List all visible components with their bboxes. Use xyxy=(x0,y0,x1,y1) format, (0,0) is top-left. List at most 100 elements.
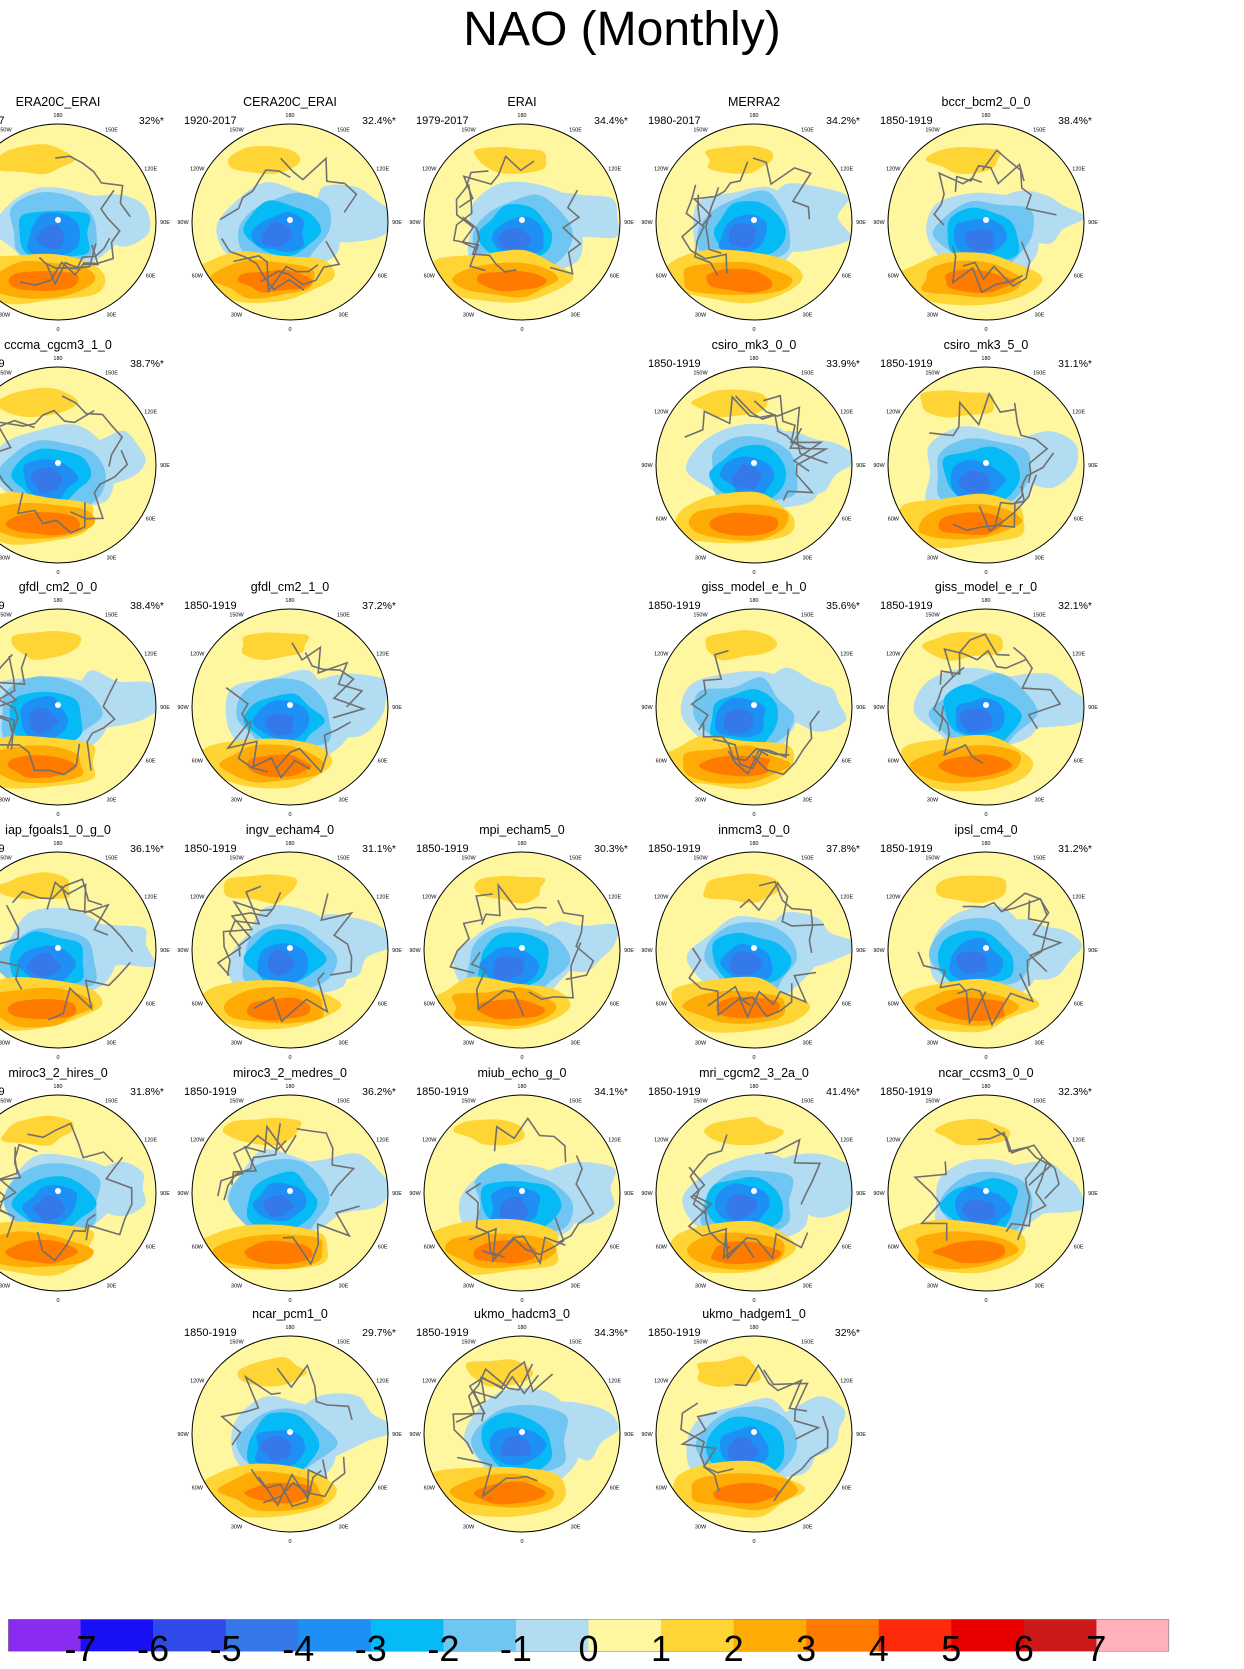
longitude-label: 90E xyxy=(1088,705,1098,711)
colorbar-tick-label: -1 xyxy=(499,1628,532,1669)
panel-giss_model_e_r_0: 180 150E 120E 90E 60E 30E 0 30W 60W 90W 120W 150W gi… xyxy=(870,580,1102,820)
coastline xyxy=(455,170,489,251)
coastline xyxy=(230,891,282,957)
longitude-label: 90W xyxy=(409,220,421,226)
longitude-label: 0 xyxy=(984,1055,987,1061)
coastline xyxy=(55,155,131,218)
colorbar-tick-label: -3 xyxy=(354,1628,387,1669)
colorbar-segment xyxy=(370,1619,444,1651)
panel-explained-variance: 35.6%* xyxy=(826,600,860,612)
longitude-label: 0 xyxy=(288,1539,291,1545)
coastline xyxy=(727,728,790,775)
panel-title: mpi_echam5_0 xyxy=(479,823,565,837)
longitude-label: 60W xyxy=(888,274,900,280)
panel-explained-variance: 33.9%* xyxy=(826,358,860,370)
panel-explained-variance: 30.3%* xyxy=(594,843,628,855)
longitude-label: 60E xyxy=(842,759,852,765)
longitude-label: 0 xyxy=(752,1055,755,1061)
pole-marker xyxy=(751,1188,757,1194)
panel-title: MERRA2 xyxy=(727,95,781,109)
longitude-label: 90E xyxy=(624,1191,634,1197)
longitude-label: 30W xyxy=(0,556,11,562)
longitude-label: 120W xyxy=(422,1138,437,1144)
coastline xyxy=(557,1155,595,1244)
panel-gfdl_cm2_0_0: 180150E120E90E60E30E030W60W90W120W150Wgf… xyxy=(0,580,174,820)
map-boundary xyxy=(423,1335,621,1533)
longitude-label: 90W xyxy=(177,705,189,711)
colorbar-tick-label: 2 xyxy=(723,1628,744,1669)
longitude-label: 0 xyxy=(56,570,59,576)
longitude-label: 90W xyxy=(873,1191,885,1197)
atlantic-positive-contour xyxy=(473,1481,547,1505)
longitude-label: 150E xyxy=(1033,855,1046,861)
colorbar-tick-label: -2 xyxy=(427,1628,460,1669)
panel-title: giss_model_e_h_0 xyxy=(701,580,807,594)
pole-marker xyxy=(55,702,61,708)
pole-marker xyxy=(287,945,293,951)
coastline xyxy=(977,1131,1053,1186)
longitude-label: 120W xyxy=(886,167,901,173)
panel-title: giss_model_e_r_0 xyxy=(934,580,1038,594)
map-field xyxy=(656,852,852,1048)
longitude-label: 30E xyxy=(107,1041,117,1047)
longitude-label: 120E xyxy=(144,895,157,901)
panel-title: ukmo_hadcm3_0 xyxy=(474,1307,570,1321)
coastline xyxy=(940,705,984,765)
longitude-label: 30W xyxy=(695,556,707,562)
longitude-label: 60W xyxy=(192,759,204,765)
map-field xyxy=(424,1336,620,1532)
longitude-label: 90W xyxy=(873,705,885,711)
map-field xyxy=(656,367,852,563)
panel-mri_cgcm2_3_2a_0: 180 150E 120E 90E 60E 30E 0 30W 60W 90W 120W 150W mr… xyxy=(638,1066,870,1306)
map-field xyxy=(192,609,388,805)
panel-miroc3_2_medres_0: 180 150E 120E 90E 60E 30E 0 30W 60W 90W 120W 150W mi… xyxy=(174,1066,406,1306)
panel-explained-variance: 29.7%* xyxy=(362,1327,396,1339)
longitude-label: 60E xyxy=(1074,274,1084,280)
arctic-negative-contour xyxy=(26,952,62,977)
longitude-label: 60E xyxy=(378,1486,388,1492)
longitude-label: 90E xyxy=(160,463,170,469)
panel-period: 1850-1919 xyxy=(648,358,701,370)
longitude-label: 30W xyxy=(927,798,939,804)
longitude-label: 150E xyxy=(337,1339,350,1345)
figure-title: NAO (Monthly) xyxy=(463,3,781,56)
longitude-label: 180 xyxy=(53,356,62,362)
pacific-positive-lobe xyxy=(925,146,1001,174)
arctic-negative-contour xyxy=(731,464,761,490)
longitude-label: 90E xyxy=(856,705,866,711)
longitude-label: 60W xyxy=(192,1002,204,1008)
map-boundary xyxy=(0,366,157,564)
longitude-label: 30W xyxy=(0,313,11,319)
coastline xyxy=(291,642,364,708)
longitude-label: 180 xyxy=(981,598,990,604)
coastline xyxy=(680,1402,734,1474)
panel-title: ncar_ccsm3_0_0 xyxy=(938,1066,1034,1080)
panel-period: 1850-1919 xyxy=(648,1086,701,1098)
longitude-label: 0 xyxy=(288,327,291,333)
longitude-label: 0 xyxy=(56,327,59,333)
coastline xyxy=(465,1182,505,1258)
longitude-label: 90E xyxy=(1088,463,1098,469)
longitude-label: 90E xyxy=(856,1191,866,1197)
coastline xyxy=(1001,897,1063,973)
longitude-label: 120W xyxy=(886,895,901,901)
longitude-label: 90E xyxy=(1088,220,1098,226)
longitude-label: 120W xyxy=(190,1379,205,1385)
panel-MERRA2: 180 150E 120E 90E 60E 30E 0 30W 60W 90W 120W 150W ME… xyxy=(638,95,870,335)
map-field xyxy=(0,367,156,563)
longitude-label: 150W xyxy=(0,127,12,133)
longitude-label: 90E xyxy=(624,948,634,954)
longitude-label: 120W xyxy=(190,895,205,901)
longitude-label: 60E xyxy=(1074,1002,1084,1008)
pole-marker xyxy=(287,702,293,708)
longitude-label: 30W xyxy=(0,1284,11,1290)
longitude-label: 120E xyxy=(144,1138,157,1144)
longitude-label: 0 xyxy=(520,1055,523,1061)
longitude-label: 150W xyxy=(229,1098,244,1104)
map-boundary xyxy=(655,123,853,321)
longitude-label: 150W xyxy=(693,1339,708,1345)
longitude-label: 30E xyxy=(571,1525,581,1531)
map-boundary xyxy=(887,366,1085,564)
panel-period: 1920-2017 xyxy=(184,115,237,127)
